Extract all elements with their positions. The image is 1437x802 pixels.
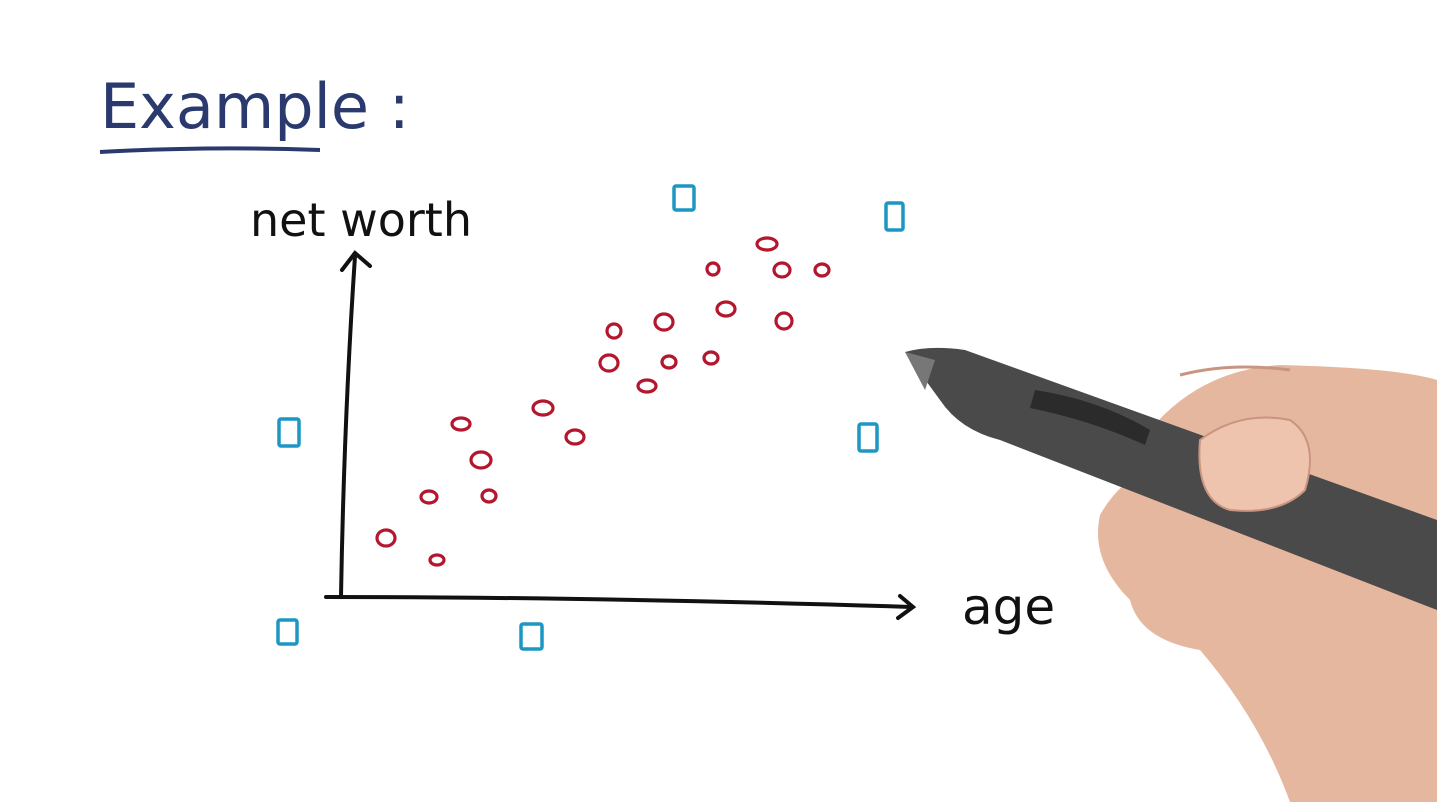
point bbox=[755, 236, 779, 252]
scatter-points bbox=[375, 236, 831, 567]
point bbox=[564, 428, 586, 446]
y-axis-label: net worth bbox=[250, 193, 472, 247]
title-underline bbox=[99, 146, 321, 154]
point bbox=[531, 399, 555, 417]
point bbox=[813, 262, 831, 278]
answer-box[interactable] bbox=[277, 417, 301, 448]
thumb bbox=[1198, 416, 1311, 512]
x-axis-label: age bbox=[962, 578, 1055, 636]
point bbox=[605, 322, 623, 340]
y-axis-arrow bbox=[340, 250, 372, 272]
point bbox=[450, 416, 472, 432]
answer-box[interactable] bbox=[884, 201, 905, 232]
pen bbox=[905, 347, 1437, 610]
point bbox=[598, 353, 620, 373]
point bbox=[774, 311, 794, 331]
x-axis-arrow bbox=[896, 594, 917, 620]
axes bbox=[324, 250, 917, 620]
point bbox=[772, 261, 792, 279]
point bbox=[705, 261, 721, 277]
finger-edge bbox=[1179, 365, 1291, 377]
y-axis bbox=[339, 254, 357, 598]
point bbox=[469, 450, 493, 470]
pen-tip bbox=[905, 352, 935, 390]
title: Example : bbox=[100, 70, 410, 143]
point bbox=[702, 350, 720, 366]
pen-button bbox=[1030, 390, 1150, 445]
answer-box[interactable] bbox=[276, 618, 299, 646]
point bbox=[419, 489, 439, 505]
point bbox=[375, 528, 397, 548]
x-axis bbox=[324, 595, 914, 609]
answer-box[interactable] bbox=[672, 184, 696, 212]
point bbox=[480, 488, 498, 504]
point bbox=[653, 312, 675, 332]
answer-boxes bbox=[276, 184, 905, 651]
hand-with-pen bbox=[905, 347, 1437, 802]
point bbox=[428, 553, 446, 567]
answer-box[interactable] bbox=[857, 422, 879, 453]
point bbox=[715, 300, 737, 318]
point bbox=[636, 378, 658, 394]
answer-box[interactable] bbox=[519, 622, 544, 651]
point bbox=[660, 354, 678, 370]
